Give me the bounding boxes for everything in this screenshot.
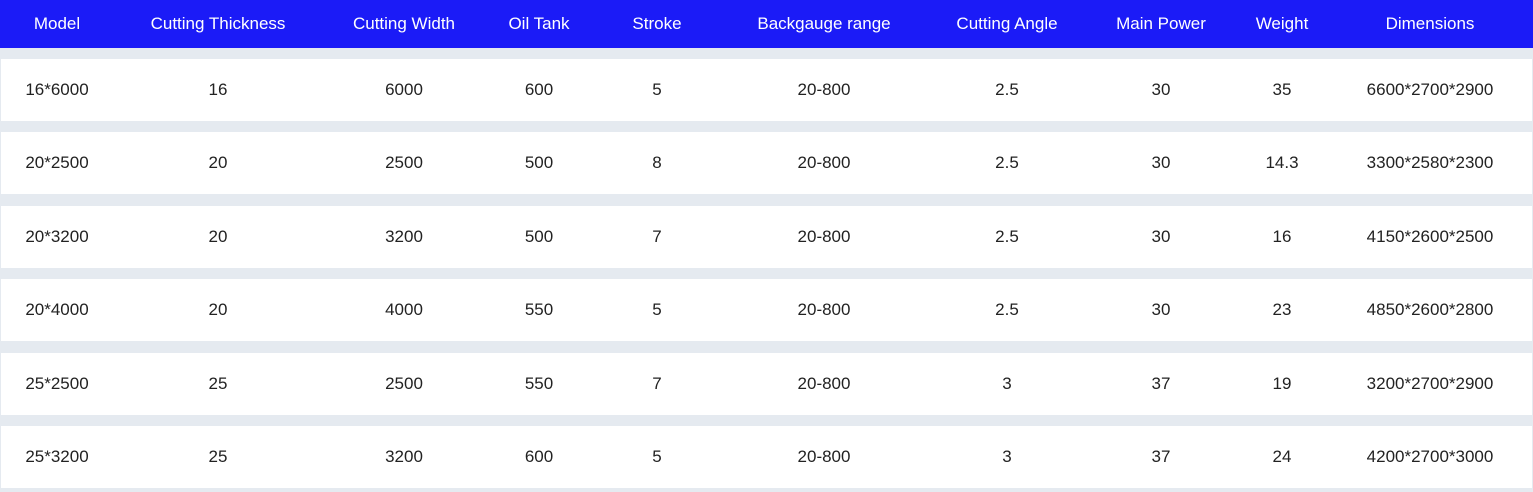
table-cell: 4200*2700*3000 xyxy=(1366,447,1494,466)
table-cell: 30 xyxy=(1151,153,1171,173)
table-cell: 500 xyxy=(524,226,554,246)
table-cell: 5 xyxy=(652,80,662,99)
table-cell: 550 xyxy=(524,373,554,393)
table-row: 20*3200 20 3200 500 7 20-800 2.5 30 16 4150*2600*… xyxy=(1,205,1532,268)
header-cell: Cutting Width xyxy=(352,14,456,33)
table-row: 25*3200 25 3200 600 5 20-800 3 37 24 4200*2700*30… xyxy=(1,426,1532,488)
header-cell: Cutting Thickness xyxy=(150,14,286,33)
table-cell: 25 xyxy=(208,447,228,466)
table-cell: 25*2500 xyxy=(25,373,89,393)
table-cell: 30 xyxy=(1151,80,1171,99)
table-cell: 20-800 xyxy=(797,80,851,99)
table-cell: 20-800 xyxy=(797,226,851,246)
header-cell: Main Power xyxy=(1116,14,1206,33)
table-cell: 19 xyxy=(1272,373,1292,393)
table-cell: 600 xyxy=(524,80,554,99)
table-row: 16*6000 16 6000 600 5 20-800 2.5 30 35 6600*2700*… xyxy=(1,59,1532,121)
table-row: 25*2500 25 2500 550 7 20-800 3 37 19 3200*2700*29… xyxy=(1,352,1532,415)
table-cell: 5 xyxy=(652,447,662,466)
table-cell: 16*6000 xyxy=(25,80,89,99)
table-cell: 3200*2700*2900 xyxy=(1366,373,1494,393)
table-cell: 2500 xyxy=(385,153,423,173)
table-cell: 23 xyxy=(1272,300,1292,320)
table-cell: 8 xyxy=(652,153,662,173)
table-cell: 25*3200 xyxy=(25,447,89,466)
table-cell: 20-800 xyxy=(797,447,851,466)
table-cell: 500 xyxy=(524,153,554,173)
table-cell: 2500 xyxy=(385,373,423,393)
table-cell: 16 xyxy=(1272,226,1292,246)
table-cell: 550 xyxy=(524,300,554,320)
table-cell: 37 xyxy=(1151,373,1171,393)
header-cell: Cutting Angle xyxy=(956,14,1058,33)
table-cell: 16 xyxy=(208,80,228,99)
table-cell: 20*2500 xyxy=(25,153,89,173)
table-cell: 20*4000 xyxy=(25,300,89,320)
table-cell: 24 xyxy=(1272,447,1292,466)
table-cell: 2.5 xyxy=(995,226,1019,246)
table-row: 20*4000 20 4000 550 5 20-800 2.5 30 23 4850*2600*… xyxy=(1,279,1532,342)
table-cell: 35 xyxy=(1272,80,1292,99)
table-cell: 20*3200 xyxy=(25,226,89,246)
table-cell: 600 xyxy=(524,447,554,466)
table-cell: 20 xyxy=(208,153,228,173)
header-cell: Dimensions xyxy=(1385,14,1475,33)
table-row: 20*2500 20 2500 500 8 20-800 2.5 30 14.3 3300*258… xyxy=(1,132,1532,195)
table-cell: 20-800 xyxy=(797,373,851,393)
table-cell: 14.3 xyxy=(1265,153,1299,173)
header-cell: Oil Tank xyxy=(508,14,570,33)
table-cell: 30 xyxy=(1151,226,1171,246)
table-cell: 20 xyxy=(208,300,228,320)
table-cell: 2.5 xyxy=(995,153,1019,173)
table-cell: 7 xyxy=(652,226,662,246)
table-header: Model Cutting Thickness Cutting Width Oil T… xyxy=(0,0,1533,48)
table-cell: 7 xyxy=(652,373,662,393)
header-cell: Stroke xyxy=(632,14,682,33)
table-cell: 2.5 xyxy=(995,80,1019,99)
table-cell: 2.5 xyxy=(995,300,1019,320)
table-cell: 20 xyxy=(208,226,228,246)
table-cell: 3200 xyxy=(385,447,423,466)
table-cell: 37 xyxy=(1151,447,1171,466)
table-cell: 4850*2600*2800 xyxy=(1366,300,1494,320)
header-cell: Model xyxy=(33,14,81,33)
table-cell: 4000 xyxy=(385,300,423,320)
header-cell: Weight xyxy=(1255,14,1309,33)
table-cell: 4150*2600*2500 xyxy=(1366,226,1494,246)
table-cell: 3300*2580*2300 xyxy=(1366,153,1494,173)
table-cell: 6000 xyxy=(385,80,423,99)
table-cell: 5 xyxy=(652,300,662,320)
table-cell: 3200 xyxy=(385,226,423,246)
table-cell: 30 xyxy=(1151,300,1171,320)
table-cell: 20-800 xyxy=(797,153,851,173)
header-cell: Backgauge range xyxy=(757,14,891,33)
table-cell: 25 xyxy=(208,373,228,393)
table-cell: 3 xyxy=(1002,447,1012,466)
table-cell: 20-800 xyxy=(797,300,851,320)
table-cell: 6600*2700*2900 xyxy=(1366,80,1494,99)
table-cell: 3 xyxy=(1002,373,1012,393)
